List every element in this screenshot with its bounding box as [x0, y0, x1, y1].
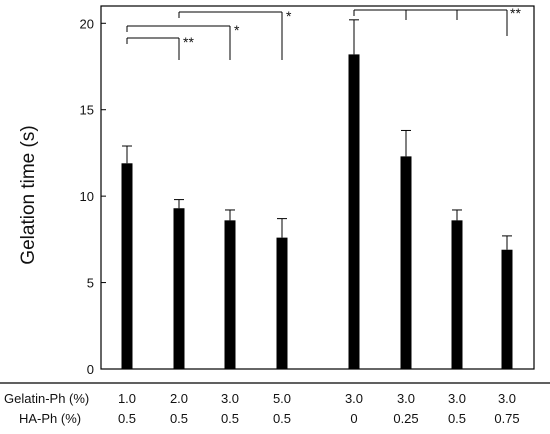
significance-label: **	[183, 34, 194, 50]
y-axis-title: Gelation time (s)	[18, 125, 39, 264]
bar	[400, 156, 412, 369]
ha-cell: 0	[350, 411, 357, 426]
y-tick-label: 10	[80, 189, 94, 204]
y-axis-ticks: 0 5 10 15 20	[80, 16, 106, 377]
significance-label: *	[234, 22, 240, 38]
row-label-ha: HA-Ph (%)	[19, 411, 81, 426]
ha-cell: 0.5	[170, 411, 188, 426]
ha-cell: 0.5	[448, 411, 466, 426]
gelatin-cell: 5.0	[273, 391, 291, 406]
ha-cell: 0.75	[494, 411, 519, 426]
significance-label: *	[286, 8, 292, 24]
bar	[348, 54, 360, 370]
condition-table: Gelatin-Ph (%) HA-Ph (%) 1.0 0.5 2.0 0.5 3.0…	[0, 382, 550, 426]
y-tick-label: 0	[87, 362, 94, 377]
bars	[121, 19, 513, 370]
bar	[451, 220, 463, 369]
plot-border	[100, 5, 535, 370]
bar	[501, 249, 513, 369]
y-tick-label: 15	[80, 103, 94, 118]
bar	[121, 163, 133, 369]
ha-cell: 0.5	[221, 411, 239, 426]
gelatin-cell: 3.0	[397, 391, 415, 406]
gelatin-cell: 1.0	[118, 391, 136, 406]
gelatin-cell: 3.0	[498, 391, 516, 406]
bar	[276, 237, 288, 369]
gelatin-cell: 3.0	[448, 391, 466, 406]
gelatin-cell: 3.0	[221, 391, 239, 406]
y-tick-label: 5	[87, 276, 94, 291]
significance-brackets: **** **	[126, 5, 521, 60]
gelatin-cell: 2.0	[170, 391, 188, 406]
ha-cell: 0.5	[118, 411, 136, 426]
bar	[173, 208, 185, 369]
ha-cell: 0.5	[273, 411, 291, 426]
row-label-gelatin: Gelatin-Ph (%)	[4, 391, 89, 406]
y-tick-label: 20	[80, 16, 94, 31]
bar	[224, 220, 236, 369]
plot-frame	[100, 5, 535, 370]
gelatin-cell: 3.0	[345, 391, 363, 406]
significance-label: **	[510, 5, 521, 21]
ha-cell: 0.25	[393, 411, 418, 426]
